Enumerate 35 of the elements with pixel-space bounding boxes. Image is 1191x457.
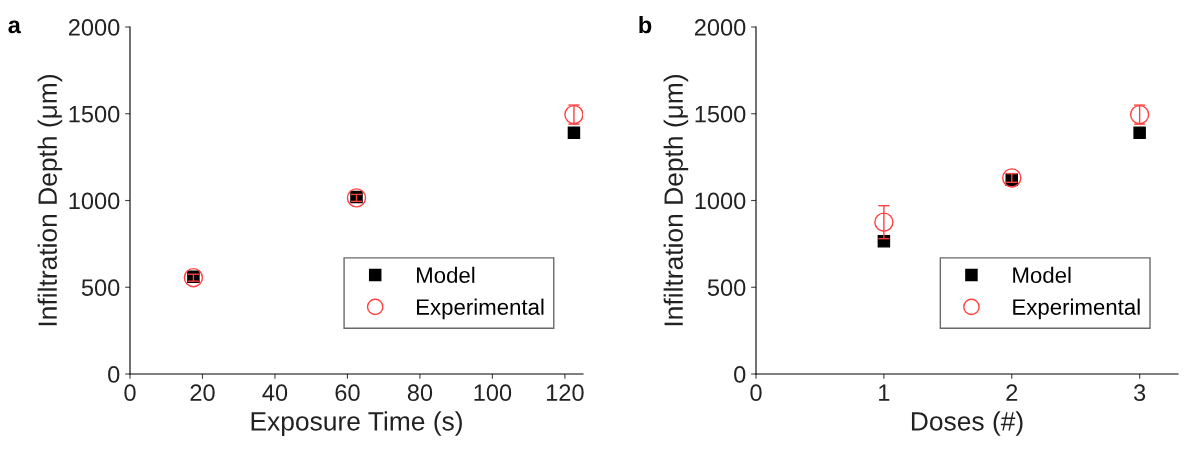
x-tick-label: 80 [407, 384, 433, 402]
y-axis-title: Infiltration Depth (μm) [37, 75, 63, 326]
point [1133, 126, 1146, 140]
legend-label: Model [1013, 266, 1071, 284]
x-axis-title: Exposure Time (s) [251, 411, 462, 436]
x-tick-label: 3 [1133, 384, 1146, 402]
x-tick-label: 60 [335, 384, 360, 402]
x-tick-label: 40 [262, 384, 288, 402]
y-tick-label: 0 [734, 366, 746, 383]
point [1002, 168, 1022, 188]
y-tick-label: 1000 [69, 192, 120, 210]
legend-label: Experimental [1013, 298, 1140, 320]
point [567, 126, 581, 140]
point [874, 212, 894, 232]
legend-label: Experimental [417, 298, 544, 320]
y-tick-label: 500 [81, 279, 120, 297]
y-tick-label: 2000 [694, 19, 746, 36]
y-tick-label: 1500 [695, 105, 746, 123]
chart-title: a [8, 20, 21, 34]
y-axis-title: Infiltration Depth (μm) [663, 75, 689, 326]
x-tick-label: 0 [750, 384, 762, 402]
x-tick-label: 0 [124, 384, 136, 402]
legend-label: Model [417, 266, 475, 284]
x-tick-label: 2 [1006, 384, 1018, 401]
y-tick-label: 500 [707, 279, 746, 297]
chart-title: b [639, 16, 652, 34]
y-tick-label: 1000 [695, 192, 746, 210]
x-tick-label: 1 [879, 384, 890, 401]
y-tick-label: 1500 [69, 105, 120, 123]
x-tick-label: 120 [546, 384, 584, 402]
x-tick-label: 20 [190, 384, 215, 402]
y-tick-label: 0 [108, 366, 120, 383]
x-tick-label: 100 [474, 384, 512, 402]
y-tick-label: 2000 [68, 19, 120, 36]
x-axis-title: Doses (#) [911, 411, 1023, 436]
